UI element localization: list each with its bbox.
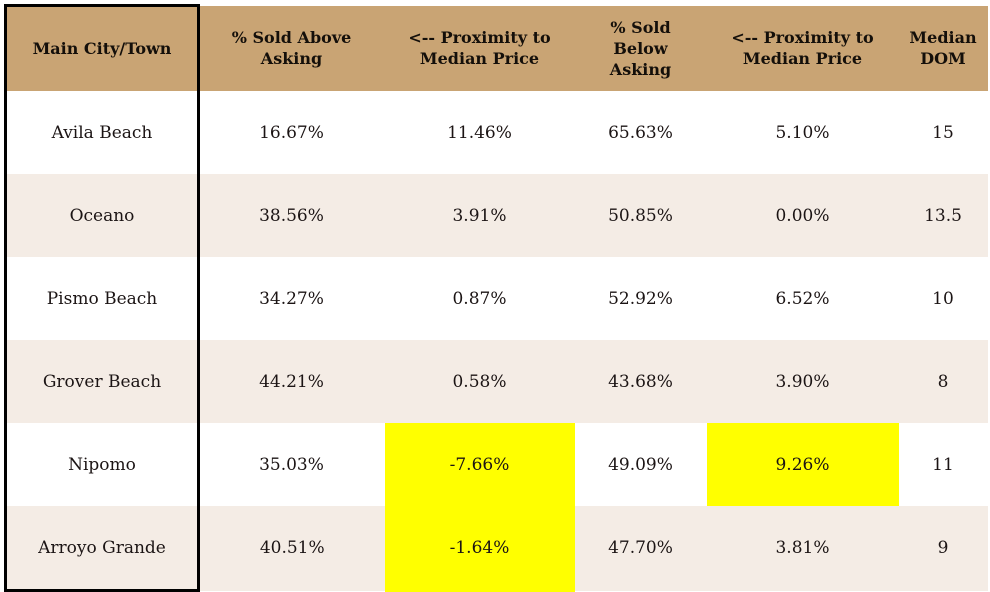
table-row-grover-beach: Grover Beach 44.21% 0.58% 43.68% 3.90% 8	[4, 340, 988, 423]
proximity-below-cell-highlighted: 9.26%	[706, 423, 899, 506]
col-header-label: <-- Proximity to Median Price	[408, 28, 551, 69]
city-cell: Oceano	[4, 174, 200, 257]
col-header-median-dom: Median DOM	[898, 5, 988, 91]
col-header-pct-sold-above-asking: % Sold Above Asking	[198, 5, 385, 91]
table-row-pismo-beach: Pismo Beach 34.27% 0.87% 52.92% 6.52% 10	[4, 257, 988, 340]
median-dom-cell: 10	[898, 257, 988, 340]
sold-above-cell: 34.27%	[198, 257, 385, 340]
sold-below-cell: 43.68%	[574, 340, 707, 423]
market-stats-table: Main City/Town % Sold Above Asking <-- P…	[4, 4, 989, 592]
col-header-label: % Sold Above Asking	[231, 28, 352, 69]
sold-below-cell: 50.85%	[574, 174, 707, 257]
col-header-label: % Sold Below Asking	[609, 17, 672, 79]
median-dom-cell: 11	[898, 423, 988, 506]
table-row-avila-beach: Avila Beach 16.67% 11.46% 65.63% 5.10% 1…	[4, 91, 988, 174]
proximity-above-cell-highlighted: -7.66%	[384, 423, 575, 506]
proximity-below-cell: 0.00%	[706, 174, 899, 257]
median-dom-cell: 15	[898, 91, 988, 174]
sold-below-cell: 65.63%	[574, 91, 707, 174]
sold-above-cell: 16.67%	[198, 91, 385, 174]
proximity-below-cell: 6.52%	[706, 257, 899, 340]
table-row-nipomo: Nipomo 35.03% -7.66% 49.09% 9.26% 11	[4, 423, 988, 506]
proximity-below-cell: 3.90%	[706, 340, 899, 423]
city-cell: Nipomo	[4, 423, 200, 506]
table-row-arroyo-grande: Arroyo Grande 40.51% -1.64% 47.70% 3.81%…	[4, 506, 988, 592]
proximity-below-cell: 3.81%	[706, 506, 899, 591]
col-header-label: Main City/Town	[32, 39, 172, 59]
col-header-label: Median DOM	[909, 28, 977, 69]
sold-above-cell: 35.03%	[198, 423, 385, 506]
sold-below-cell: 47.70%	[574, 506, 707, 591]
col-header-pct-sold-below-asking: % Sold Below Asking	[574, 5, 707, 91]
sold-above-cell: 40.51%	[198, 506, 385, 591]
proximity-below-cell: 5.10%	[706, 91, 899, 174]
city-cell: Avila Beach	[4, 91, 200, 174]
col-header-label: <-- Proximity to Median Price	[731, 28, 874, 69]
header-row: Main City/Town % Sold Above Asking <-- P…	[4, 4, 988, 91]
proximity-above-cell: 11.46%	[384, 91, 575, 174]
sold-below-cell: 52.92%	[574, 257, 707, 340]
median-dom-cell: 8	[898, 340, 988, 423]
table-row-oceano: Oceano 38.56% 3.91% 50.85% 0.00% 13.5	[4, 174, 988, 257]
proximity-above-cell: 3.91%	[384, 174, 575, 257]
col-header-proximity-median-price-above: <-- Proximity to Median Price	[384, 5, 575, 91]
city-cell: Arroyo Grande	[4, 506, 200, 592]
proximity-above-cell-highlighted: -1.64%	[384, 506, 575, 591]
median-dom-cell: 9	[898, 506, 988, 591]
proximity-above-cell: 0.87%	[384, 257, 575, 340]
col-header-main-city-town: Main City/Town	[4, 4, 200, 91]
city-cell: Grover Beach	[4, 340, 200, 423]
sold-below-cell: 49.09%	[574, 423, 707, 506]
col-header-proximity-median-price-below: <-- Proximity to Median Price	[706, 5, 899, 91]
city-cell: Pismo Beach	[4, 257, 200, 340]
sold-above-cell: 44.21%	[198, 340, 385, 423]
proximity-above-cell: 0.58%	[384, 340, 575, 423]
sold-above-cell: 38.56%	[198, 174, 385, 257]
median-dom-cell: 13.5	[898, 174, 988, 257]
